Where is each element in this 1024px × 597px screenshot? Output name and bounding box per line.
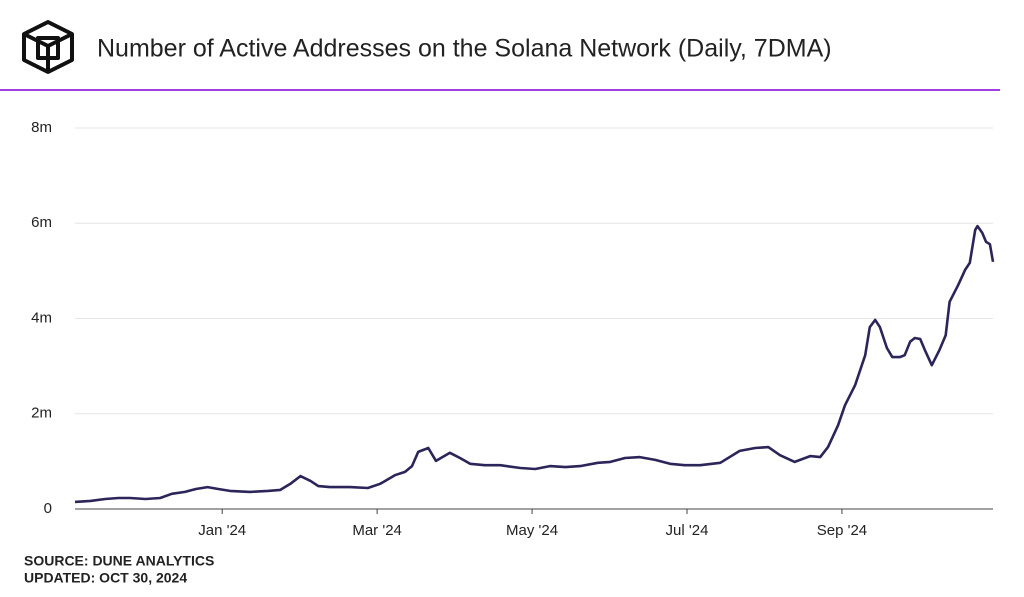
source: SOURCE: DUNE ANALYTICS (24, 553, 214, 569)
x-tick-label: Jan '24 (198, 522, 246, 539)
x-tick-label: May '24 (506, 522, 558, 539)
y-tick-label: 6m (31, 214, 52, 231)
updated: UPDATED: OCT 30, 2024 (24, 570, 187, 586)
x-tick-label: Jul '24 (666, 522, 709, 539)
y-tick-label: 4m (31, 309, 52, 326)
y-tick-label: 0 (44, 500, 52, 517)
chart-title: Number of Active Addresses on the Solana… (97, 35, 832, 63)
y-tick-label: 2m (31, 405, 52, 422)
series-line (74, 224, 995, 504)
logo (22, 20, 74, 74)
y-tick-label: 8m (31, 119, 52, 136)
x-tick-label: Sep '24 (817, 522, 867, 539)
x-tick-label: Mar '24 (352, 522, 402, 539)
